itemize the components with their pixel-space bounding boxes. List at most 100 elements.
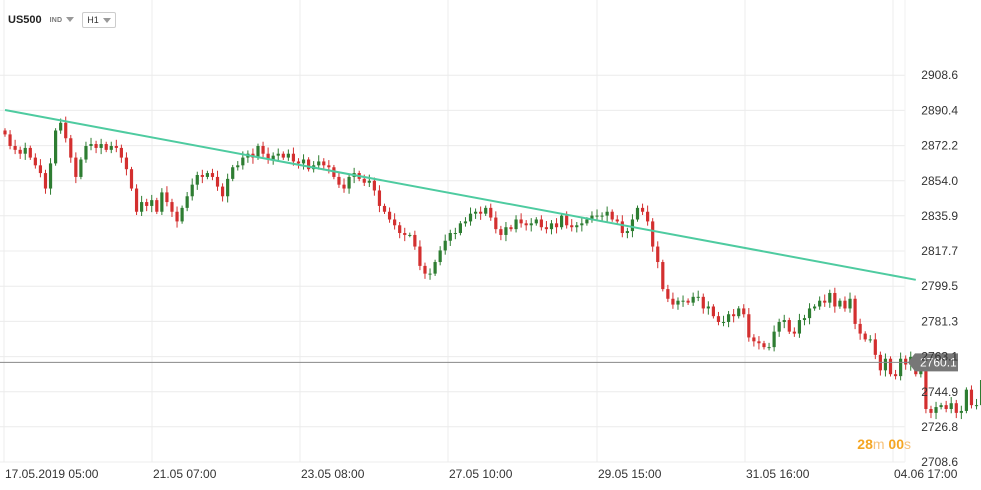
candle-body <box>453 233 457 235</box>
candle-body <box>38 165 43 174</box>
candle-body <box>620 221 624 234</box>
candle-body <box>954 403 958 413</box>
candle-body <box>787 320 791 332</box>
y-tick-label: 2763.1 <box>921 350 958 364</box>
candle-body <box>676 300 680 305</box>
candle-body <box>539 219 543 228</box>
candle-body <box>484 207 488 214</box>
candle-body <box>848 298 852 309</box>
candle-body <box>595 215 599 217</box>
candle-body <box>802 318 807 321</box>
candle-body <box>813 306 817 309</box>
candle-body <box>681 300 685 302</box>
instrument-type-selector[interactable]: IND <box>50 16 75 24</box>
candles <box>3 116 981 420</box>
candle-body <box>119 147 123 158</box>
candle-body <box>423 265 427 274</box>
candle-body <box>64 122 68 139</box>
symbol-label[interactable]: US500 <box>8 14 42 26</box>
candle-body <box>974 405 979 407</box>
candle-body <box>605 211 609 216</box>
countdown-sec-unit: s <box>904 436 911 452</box>
candle-body <box>686 300 690 303</box>
candle-body <box>823 300 827 303</box>
candle-body <box>671 298 675 305</box>
candle-body <box>534 219 538 224</box>
bar-countdown: 28m 00s <box>857 436 911 452</box>
candle-body <box>893 374 898 377</box>
candle-body <box>843 300 847 309</box>
x-tick-label: 29.05 15:00 <box>598 467 662 481</box>
candle-body <box>134 188 139 212</box>
candle-body <box>807 308 812 319</box>
candle-body <box>266 153 270 160</box>
candle-body <box>590 215 594 220</box>
x-tick-label: 31.05 16:00 <box>746 467 810 481</box>
candle-body <box>706 306 710 309</box>
overlay: 2760.1 <box>0 109 958 372</box>
candle-body <box>109 145 113 150</box>
candle-body <box>762 343 766 348</box>
candle-body <box>883 358 888 371</box>
candle-body <box>651 221 655 247</box>
candle-body <box>838 300 842 307</box>
x-tick-label: 23.05 08:00 <box>301 467 365 481</box>
candle-body <box>752 337 756 342</box>
y-axis: 2908.6 2890.4 2872.2 2854.0 2835.9 2817.7 2799… <box>921 68 958 469</box>
candle-body <box>580 223 584 226</box>
candle-body <box>301 159 306 164</box>
candle-body <box>463 221 468 224</box>
candle-body <box>615 219 619 222</box>
candle-body <box>129 169 134 189</box>
candle-body <box>448 233 452 241</box>
candle-body <box>43 173 48 189</box>
candle-body <box>271 155 275 160</box>
candle-body <box>696 296 700 298</box>
candle-body <box>635 207 640 220</box>
candle-body <box>479 211 483 214</box>
candle-body <box>215 176 220 187</box>
candle-body <box>499 229 503 235</box>
candle-body <box>18 149 22 154</box>
candle-body <box>666 289 670 299</box>
candle-body <box>949 403 953 410</box>
candle-body <box>398 225 402 234</box>
y-tick-label: 2799.5 <box>921 279 958 293</box>
candle-body <box>610 211 614 220</box>
candle-body <box>868 339 872 341</box>
timeframe-selector[interactable]: H1 <box>82 12 116 28</box>
candle-body <box>691 296 695 303</box>
candle-body <box>509 227 513 230</box>
candle-body <box>575 225 579 228</box>
candle-body <box>737 308 741 317</box>
y-tick-label: 2908.6 <box>921 68 958 82</box>
countdown-minutes: 28 <box>857 436 873 452</box>
candle-body <box>180 207 184 222</box>
candle-body <box>74 157 78 177</box>
candle-body <box>772 331 776 348</box>
candle-body <box>919 370 923 375</box>
candle-body <box>226 178 230 197</box>
candle-body <box>428 273 432 275</box>
candle-body <box>934 407 938 413</box>
candle-body <box>190 184 194 197</box>
candle-body <box>757 341 761 344</box>
y-tick-label: 2726.8 <box>921 420 958 434</box>
candle-body <box>150 200 154 206</box>
candle-body <box>8 134 12 146</box>
candle-body <box>23 147 27 154</box>
candle-body <box>210 173 215 177</box>
y-tick-label: 2781.3 <box>921 314 958 328</box>
candle-body <box>519 219 523 224</box>
candle-body <box>570 225 574 228</box>
candle-body <box>929 409 933 413</box>
y-tick-label: 2817.7 <box>921 244 958 258</box>
candle-body <box>367 180 371 183</box>
candle-body <box>3 130 7 135</box>
x-tick-label: 04.06 17:00 <box>894 467 958 481</box>
candle-body <box>504 227 508 235</box>
candle-body <box>33 157 37 166</box>
candle-body <box>408 234 412 236</box>
candle-body <box>327 165 331 168</box>
